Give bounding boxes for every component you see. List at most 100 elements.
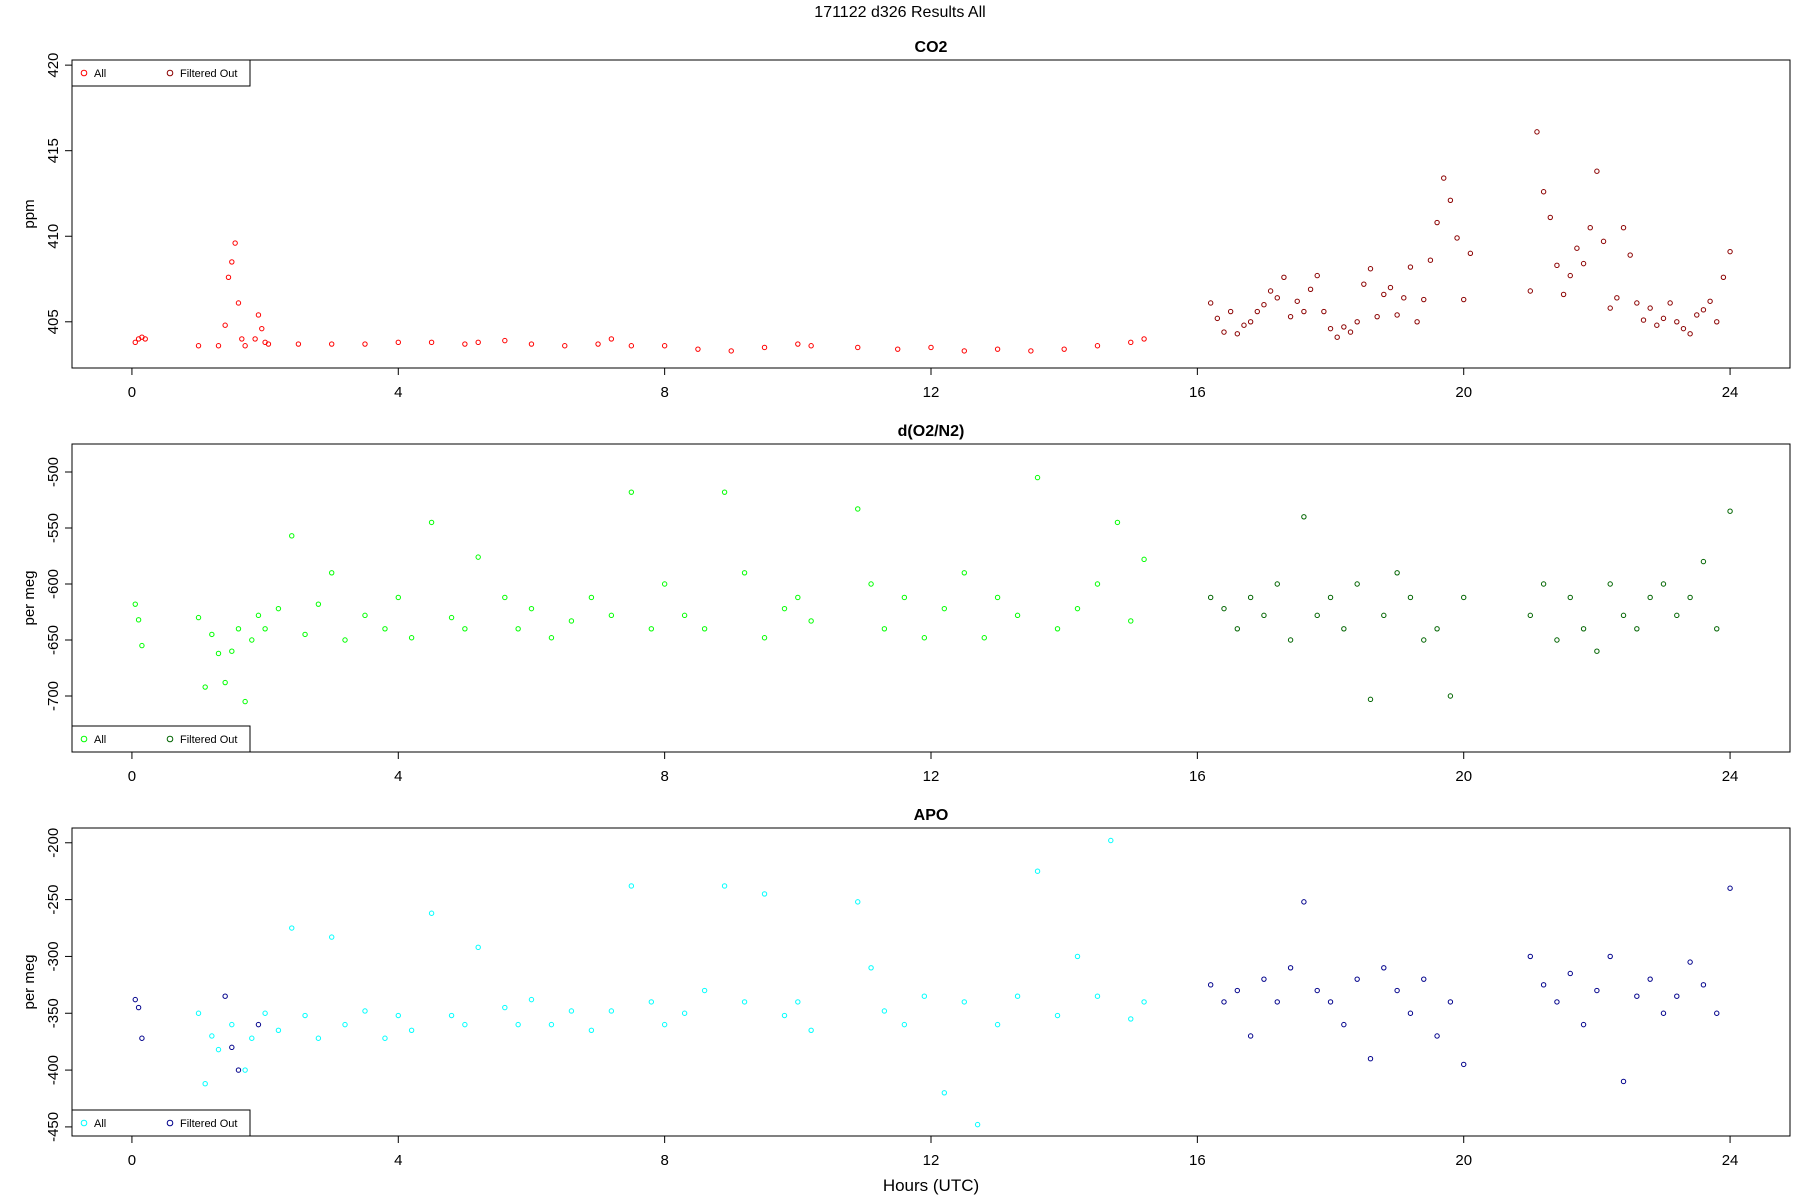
- apo-point-filtered-out: [1540, 982, 1547, 988]
- apo-point-filtered-out: [1567, 970, 1573, 977]
- o2n2-point-all: [315, 601, 322, 607]
- co2-point-filtered-out: [1254, 308, 1260, 315]
- co2-point-filtered-out: [1361, 281, 1367, 287]
- apo-y-tick-label: -400: [45, 1055, 62, 1085]
- apo-point-all: [462, 1021, 468, 1028]
- o2n2-point-filtered-out: [1461, 594, 1467, 601]
- o2n2-point-all: [528, 605, 535, 612]
- apo-point-filtered-out: [1287, 965, 1294, 971]
- o2n2-point-filtered-out: [1394, 570, 1400, 576]
- apo-point-filtered-out: [1327, 999, 1334, 1005]
- co2-point-all: [808, 343, 814, 349]
- apo-point-all: [328, 934, 335, 940]
- apo-legend-symbol: [166, 1119, 174, 1127]
- apo-point-all: [1034, 868, 1041, 874]
- apo-point-all: [1094, 993, 1101, 999]
- o2n2-plot-frame: [71, 443, 1791, 753]
- apo-point-filtered-out: [1580, 1021, 1587, 1028]
- co2-point-filtered-out: [1627, 252, 1633, 258]
- apo-panel: APO per meg 0 4 8 12 16 20 24 -200 -250 -300 -350 -40…: [21, 807, 1791, 1169]
- co2-point-all: [761, 344, 768, 351]
- co2-point-all: [195, 343, 202, 349]
- apo-point-all: [242, 1067, 248, 1073]
- co2-y-axis-label: ppm: [21, 199, 38, 228]
- o2n2-point-filtered-out: [1567, 594, 1573, 601]
- o2n2-point-all: [961, 570, 967, 576]
- o2n2-point-filtered-out: [1301, 514, 1307, 520]
- apo-point-filtered-out: [1301, 899, 1307, 905]
- co2-point-all: [595, 341, 601, 347]
- co2-y-tick-label: 420: [45, 53, 62, 78]
- o2n2-x-tick-label: 16: [1189, 768, 1206, 785]
- o2n2-point-all: [342, 637, 348, 643]
- apo-plot-frame: [71, 827, 1791, 1137]
- o2n2-point-all: [881, 626, 888, 632]
- o2n2-panel-title: d(O2/N2): [898, 423, 965, 440]
- co2-x-tick-label: 0: [128, 384, 136, 401]
- co2-point-all: [259, 325, 265, 332]
- apo-point-filtered-out: [1434, 1033, 1440, 1039]
- o2n2-point-filtered-out: [1314, 612, 1320, 619]
- apo-point-filtered-out: [1554, 999, 1560, 1005]
- co2-point-filtered-out: [1214, 315, 1221, 322]
- o2n2-point-filtered-out: [1327, 594, 1334, 601]
- co2-point-filtered-out: [1247, 319, 1254, 325]
- o2n2-point-all: [1094, 581, 1101, 587]
- o2n2-point-all: [395, 594, 401, 601]
- co2-point-filtered-out: [1374, 313, 1380, 320]
- apo-point-all: [608, 1008, 615, 1014]
- co2-point-filtered-out: [1261, 301, 1267, 308]
- o2n2-point-all: [868, 581, 874, 587]
- co2-point-filtered-out: [1321, 308, 1327, 315]
- o2n2-point-all: [608, 612, 615, 619]
- apo-point-all: [701, 987, 708, 994]
- apo-y-tick-label: -300: [45, 941, 62, 971]
- o2n2-point-filtered-out: [1234, 626, 1241, 632]
- apo-point-filtered-out: [1421, 976, 1427, 982]
- co2-point-all: [628, 343, 635, 349]
- co2-point-filtered-out: [1547, 214, 1553, 221]
- co2-point-all: [395, 339, 401, 346]
- co2-point-filtered-out: [1567, 272, 1573, 279]
- apo-point-all: [289, 925, 295, 931]
- co2-point-filtered-out: [1461, 296, 1467, 303]
- o2n2-y-tick-label: -650: [45, 625, 62, 655]
- co2-point-all: [252, 336, 258, 342]
- o2n2-x-tick-label: 12: [923, 768, 940, 785]
- o2n2-point-all: [475, 554, 481, 560]
- apo-point-all: [855, 899, 861, 905]
- co2-point-filtered-out: [1600, 238, 1607, 245]
- co2-point-filtered-out: [1234, 331, 1241, 337]
- o2n2-point-all: [1074, 605, 1081, 612]
- apo-point-filtered-out: [1634, 993, 1640, 999]
- o2n2-legend-symbol: [166, 735, 174, 743]
- co2-y-tick-label: 415: [45, 138, 62, 163]
- co2-point-filtered-out: [1654, 322, 1660, 328]
- o2n2-point-all: [229, 648, 235, 654]
- co2-point-filtered-out: [1467, 250, 1474, 257]
- o2n2-point-all: [428, 519, 435, 526]
- co2-point-all: [225, 274, 232, 281]
- apo-point-all: [195, 1010, 202, 1016]
- apo-point-all: [941, 1090, 948, 1096]
- co2-point-filtered-out: [1687, 331, 1693, 337]
- o2n2-y-tick-label: -700: [45, 681, 62, 711]
- apo-point-filtered-out: [1381, 965, 1387, 971]
- o2n2-point-filtered-out: [1407, 594, 1414, 601]
- o2n2-point-all: [721, 489, 728, 495]
- apo-point-filtered-out: [1207, 982, 1214, 988]
- apo-x-tick-label: 12: [923, 1152, 940, 1169]
- o2n2-point-all: [408, 635, 415, 641]
- co2-point-all: [132, 339, 138, 346]
- co2-point-filtered-out: [1707, 298, 1713, 304]
- co2-legend-symbol: [80, 69, 88, 77]
- co2-point-all: [1141, 336, 1147, 342]
- apo-point-filtered-out: [1461, 1061, 1467, 1068]
- o2n2-point-filtered-out: [1594, 648, 1600, 654]
- apo-y-tick-label: -450: [45, 1112, 62, 1142]
- o2n2-point-filtered-out: [1634, 626, 1640, 632]
- co2-point-filtered-out: [1267, 288, 1274, 294]
- apo-point-all: [548, 1021, 555, 1028]
- apo-point-all: [568, 1008, 575, 1014]
- co2-point-filtered-out: [1620, 224, 1627, 231]
